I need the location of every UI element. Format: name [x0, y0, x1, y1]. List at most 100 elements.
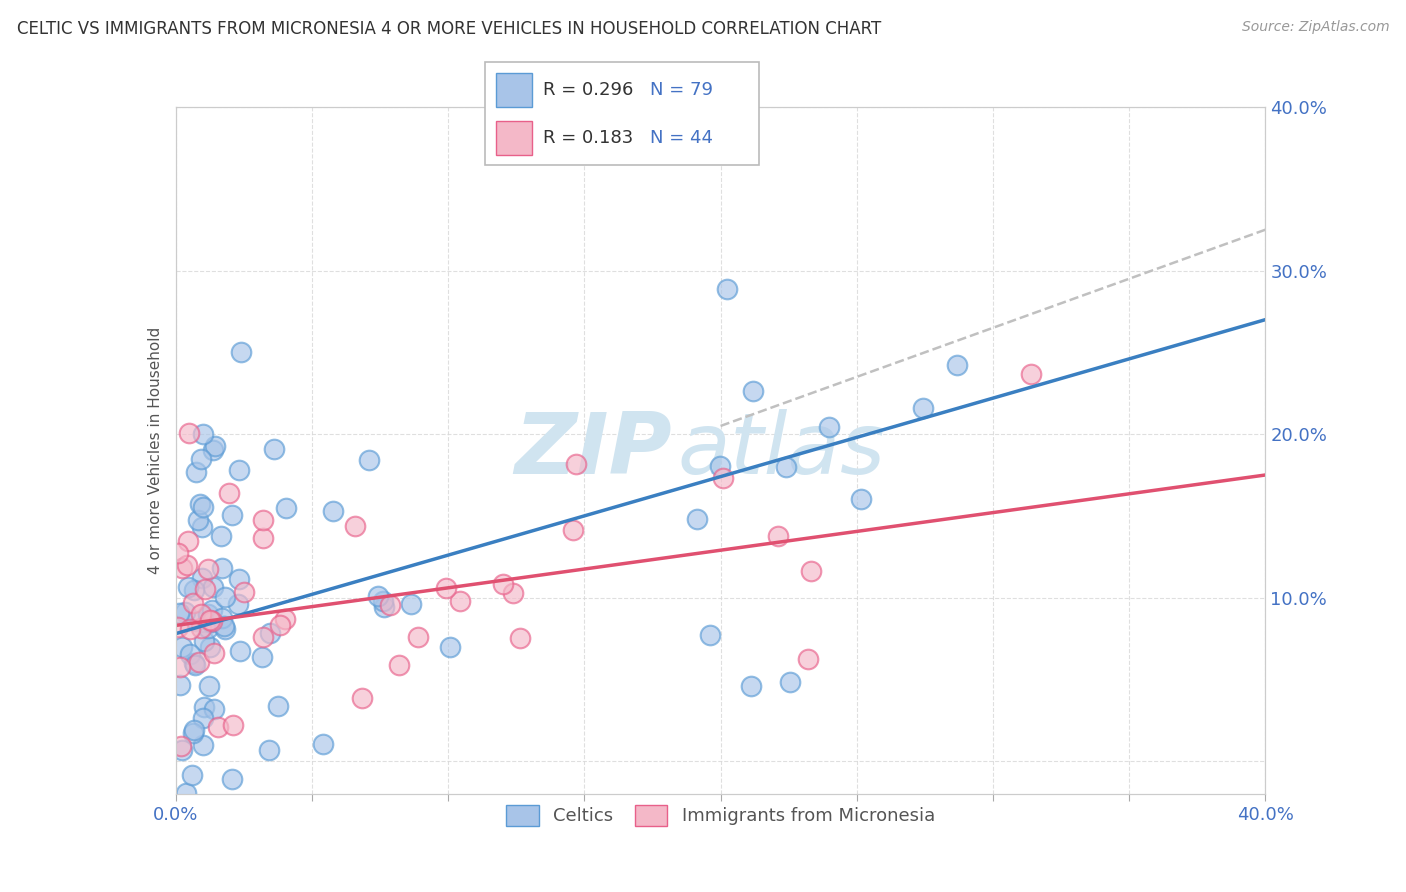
- Text: R = 0.296: R = 0.296: [543, 80, 633, 99]
- Point: [434, 581, 457, 595]
- Point: [740, 679, 762, 693]
- Point: [449, 594, 471, 608]
- Point: [177, 533, 200, 548]
- Point: [565, 458, 588, 472]
- Point: [190, 607, 212, 621]
- Point: [252, 513, 274, 527]
- Point: [177, 426, 200, 441]
- Point: [211, 610, 233, 624]
- Point: [167, 607, 190, 621]
- FancyBboxPatch shape: [485, 62, 759, 165]
- Point: [818, 420, 841, 434]
- Point: [250, 649, 273, 664]
- Point: [209, 529, 232, 543]
- Point: [197, 607, 219, 622]
- Point: [174, 606, 197, 620]
- Y-axis label: 4 or more Vehicles in Household: 4 or more Vehicles in Household: [148, 326, 163, 574]
- Point: [181, 725, 204, 739]
- Point: [371, 594, 394, 608]
- Point: [562, 523, 585, 537]
- Point: [179, 623, 201, 637]
- Point: [269, 618, 291, 632]
- Text: ZIP: ZIP: [515, 409, 672, 492]
- Point: [193, 582, 215, 597]
- Point: [197, 562, 219, 576]
- Point: [181, 596, 204, 610]
- Point: [186, 465, 208, 479]
- Text: atlas: atlas: [678, 409, 884, 492]
- Point: [373, 599, 395, 614]
- Point: [359, 453, 381, 467]
- Point: [233, 585, 256, 599]
- Legend: Celtics, Immigrants from Micronesia: Celtics, Immigrants from Micronesia: [499, 797, 942, 833]
- Point: [252, 630, 274, 644]
- Point: [799, 564, 821, 578]
- Point: [699, 628, 721, 642]
- Point: [198, 679, 221, 693]
- Point: [201, 603, 224, 617]
- Point: [502, 586, 524, 600]
- Point: [352, 691, 374, 706]
- Point: [211, 561, 233, 575]
- Point: [193, 427, 215, 442]
- Text: R = 0.183: R = 0.183: [543, 128, 633, 147]
- Point: [406, 630, 429, 644]
- Point: [742, 384, 765, 398]
- Point: [183, 656, 205, 670]
- Point: [231, 345, 253, 359]
- Point: [176, 558, 198, 573]
- Point: [167, 620, 190, 634]
- Point: [177, 834, 200, 848]
- Point: [193, 700, 215, 714]
- Point: [491, 577, 513, 591]
- Point: [252, 531, 274, 545]
- Point: [218, 485, 240, 500]
- Point: [170, 743, 193, 757]
- Point: [399, 598, 422, 612]
- Point: [221, 508, 243, 523]
- Point: [509, 631, 531, 645]
- Point: [191, 738, 214, 752]
- Point: [221, 772, 243, 786]
- Point: [797, 651, 820, 665]
- Point: [204, 439, 226, 453]
- Point: [307, 890, 329, 892]
- Point: [274, 612, 297, 626]
- Point: [946, 358, 969, 372]
- Point: [207, 720, 229, 734]
- Point: [201, 443, 224, 458]
- Point: [388, 657, 411, 672]
- FancyBboxPatch shape: [496, 121, 531, 155]
- Point: [226, 597, 249, 611]
- Point: [711, 471, 734, 485]
- Point: [193, 634, 215, 648]
- Point: [201, 614, 224, 628]
- Point: [170, 739, 193, 754]
- Point: [169, 678, 191, 692]
- Point: [202, 646, 225, 660]
- Point: [222, 718, 245, 732]
- Point: [187, 513, 209, 527]
- Point: [779, 675, 801, 690]
- Point: [263, 442, 285, 457]
- Point: [202, 702, 225, 716]
- Point: [191, 520, 214, 534]
- Text: CELTIC VS IMMIGRANTS FROM MICRONESIA 4 OR MORE VEHICLES IN HOUSEHOLD CORRELATION: CELTIC VS IMMIGRANTS FROM MICRONESIA 4 O…: [17, 20, 882, 37]
- Point: [184, 658, 207, 673]
- Point: [188, 497, 211, 511]
- Point: [686, 512, 709, 526]
- Text: Source: ZipAtlas.com: Source: ZipAtlas.com: [1241, 20, 1389, 34]
- Point: [190, 621, 212, 635]
- Point: [212, 619, 235, 633]
- Point: [439, 640, 461, 655]
- Point: [229, 643, 252, 657]
- Point: [179, 647, 201, 661]
- Point: [201, 580, 224, 594]
- Point: [380, 598, 402, 612]
- Point: [259, 626, 281, 640]
- Point: [214, 591, 236, 605]
- FancyBboxPatch shape: [496, 73, 531, 106]
- Point: [191, 571, 214, 585]
- Point: [716, 282, 738, 296]
- Point: [169, 660, 191, 674]
